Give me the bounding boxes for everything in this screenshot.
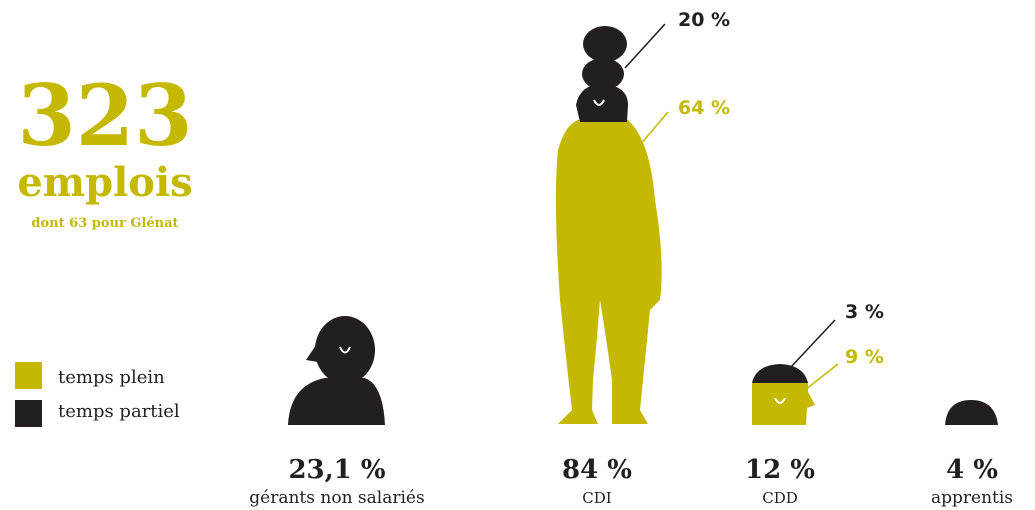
figure-label: CDD [762,489,798,507]
figure-cdd: 3 % 9 % [752,301,884,425]
smile [774,397,786,404]
hair [752,364,808,383]
callout-line [639,111,669,146]
header-number: 323 [17,66,192,165]
hair [583,26,627,62]
figure-value: 84 % [562,455,632,485]
figure-apprentis [945,400,998,425]
nose [306,345,318,362]
callout-line [789,319,836,369]
legend-swatch [15,362,42,389]
callout: 9 % [845,346,884,368]
body [555,120,662,424]
figure-value: 23,1 % [288,455,385,485]
head [752,383,815,425]
legend-label: temps plein [58,367,165,388]
legend-swatch [15,400,42,427]
header-unit: emplois [17,159,192,206]
figure-labels: 23,1 % gérants non salariés 84 % CDI 12 … [249,455,1013,508]
callout: 64 % [678,97,730,119]
body [288,378,385,425]
figure-label: gérants non salariés [249,488,424,508]
callout: 3 % [845,301,884,323]
figure-label: CDI [582,489,612,507]
head [315,316,375,384]
figure-value: 12 % [745,455,815,485]
smile [339,346,351,354]
legend-label: temps partiel [58,401,180,422]
figure-gerant [288,316,385,425]
callout-line [624,23,666,69]
figure-cdi: 20 % 64 % [555,9,730,424]
callout: 20 % [678,9,730,31]
callout-line [804,363,839,391]
figure-value: 4 % [946,455,998,485]
smile [593,99,605,106]
hair [582,58,624,90]
header-note: dont 63 pour Glénat [31,216,178,231]
figure-label: apprentis [931,488,1013,508]
